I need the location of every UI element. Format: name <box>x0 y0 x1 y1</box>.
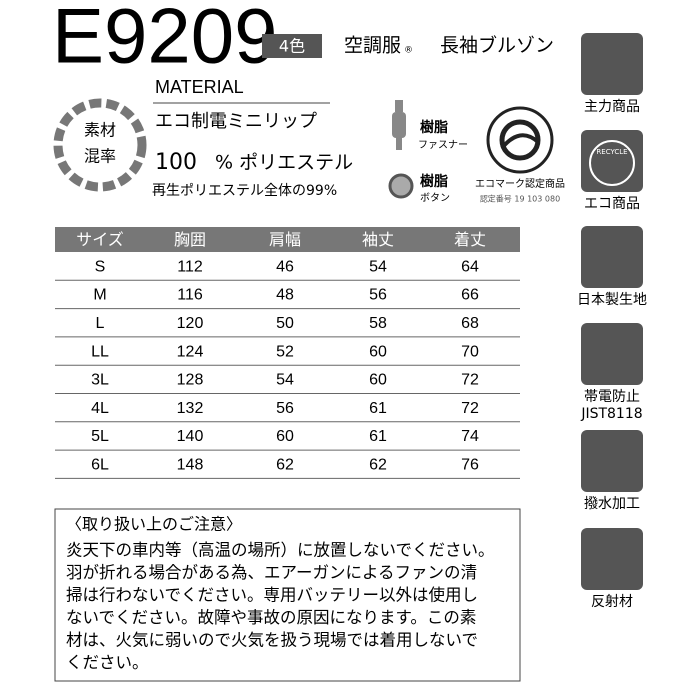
feature-label: 帯電防止 <box>584 389 640 405</box>
cell: 58 <box>369 315 387 332</box>
product-name: 長袖ブルゾン <box>440 34 554 57</box>
cell: 76 <box>461 456 479 473</box>
color-badge <box>262 34 322 58</box>
cell: 61 <box>369 428 387 445</box>
cell: 60 <box>369 343 387 360</box>
notice-line: 炎天下の車内等（高温の場所）に放置しないでください。 <box>66 541 495 560</box>
cell: 124 <box>177 343 204 360</box>
cell: 48 <box>276 287 294 304</box>
recycled: 再生ポリエステル全体の99% <box>152 183 337 199</box>
cell: 60 <box>369 372 387 389</box>
column-header: 着丈 <box>454 230 486 249</box>
cell: 56 <box>369 287 387 304</box>
cell: 74 <box>461 428 479 445</box>
cell: 6L <box>91 456 109 473</box>
feature-label: JIST8118 <box>580 406 642 422</box>
feature-label: エコ商品 <box>584 196 640 212</box>
cell: 62 <box>276 456 294 473</box>
ecomark-title: エコマーク認定商品 <box>475 177 565 190</box>
table-header-bg <box>55 227 520 252</box>
badge-text: 素材 <box>84 121 116 140</box>
feature-icon <box>581 323 643 385</box>
cell: 5L <box>91 428 109 445</box>
cell: S <box>95 258 106 275</box>
model: E9209 <box>52 0 278 80</box>
icon-text: RECYCLE <box>596 148 627 156</box>
cell: 68 <box>461 315 479 332</box>
cell: 112 <box>177 258 203 275</box>
cell: 128 <box>177 372 204 389</box>
cell: 56 <box>276 400 294 417</box>
recycle-globe <box>589 140 635 186</box>
button: 樹脂 <box>420 173 448 190</box>
cell: 120 <box>177 315 204 332</box>
cell: 62 <box>369 456 387 473</box>
cell: 66 <box>461 287 479 304</box>
notice-body: 炎天下の車内等（高温の場所）に放置しないでください。羽が折れる場合がある為、エア… <box>66 541 495 673</box>
badge-ring <box>53 98 147 192</box>
cell: 140 <box>177 428 204 445</box>
fiber: % ポリエステル <box>215 152 353 174</box>
ecomark-number: 認定番号 19 103 080 <box>480 194 560 204</box>
feature-label: 日本製生地 <box>577 292 647 308</box>
zipper-icon <box>392 100 406 150</box>
column-header: 肩幅 <box>269 230 301 249</box>
cell: 70 <box>461 343 479 360</box>
size-table: サイズ 胸囲 肩幅 袖丈 着丈 S 112 46 54 64 M 116 48 56 66 L 120 50 58 6… <box>55 227 520 479</box>
feature-label: 撥水加工 <box>584 496 640 512</box>
cell: 3L <box>91 372 109 389</box>
material-heading: MATERIAL <box>155 77 244 97</box>
column-header: 胸囲 <box>174 230 206 249</box>
cell: 54 <box>276 372 294 389</box>
cell: 50 <box>276 315 294 332</box>
cell: 64 <box>461 258 479 275</box>
badge-text: 混率 <box>84 147 116 166</box>
column-header: 袖丈 <box>362 230 394 249</box>
feature-icon <box>581 430 643 492</box>
cell: 72 <box>461 400 479 417</box>
feature-icon <box>581 528 643 590</box>
cell: 116 <box>177 287 203 304</box>
fastener: ファスナー <box>418 139 468 151</box>
notice-line: 掃は行わないでください。専用バッテリー以外は使用し <box>66 586 478 605</box>
colors: 4色 <box>279 37 305 56</box>
ecomark-icon <box>486 106 554 174</box>
feature-icon <box>581 33 643 95</box>
notice-line: 材は、火気に弱いので火気を扱う現場では着用しないで <box>66 631 478 650</box>
cell: L <box>96 315 105 332</box>
fastener: 樹脂 <box>420 119 448 136</box>
cell: 4L <box>91 400 109 417</box>
cell: M <box>93 287 106 304</box>
notice-line: ないでください。故障や事故の原因になります。この素 <box>66 608 476 627</box>
button-icon <box>388 173 414 199</box>
cell: 132 <box>177 400 204 417</box>
notice-title: 〈取り扱い上のご注意〉 <box>66 515 242 534</box>
feature-label: 主力商品 <box>584 99 640 115</box>
button: ボタン <box>420 192 450 204</box>
fabric: エコ制電ミニリップ <box>155 111 317 132</box>
reg-mark: ® <box>404 46 413 56</box>
cell: 46 <box>276 258 294 275</box>
column-header: サイズ <box>76 230 124 249</box>
category: 空調服 <box>344 35 401 57</box>
cell: 72 <box>461 372 479 389</box>
percent: 100 <box>155 150 197 175</box>
cell: 61 <box>369 400 387 417</box>
feature-icon <box>581 130 643 192</box>
cell: 52 <box>276 343 294 360</box>
feature-label: 反射材 <box>591 594 633 610</box>
cell: 60 <box>276 428 294 445</box>
notice-line: ください。 <box>66 653 149 672</box>
cell: 148 <box>177 456 204 473</box>
notice-line: 羽が折れる場合がある為、エアーガンによるファンの清 <box>66 563 477 582</box>
cell: 54 <box>369 258 387 275</box>
cell: LL <box>91 343 109 360</box>
feature-icon <box>581 226 643 288</box>
notice-box <box>54 508 521 682</box>
